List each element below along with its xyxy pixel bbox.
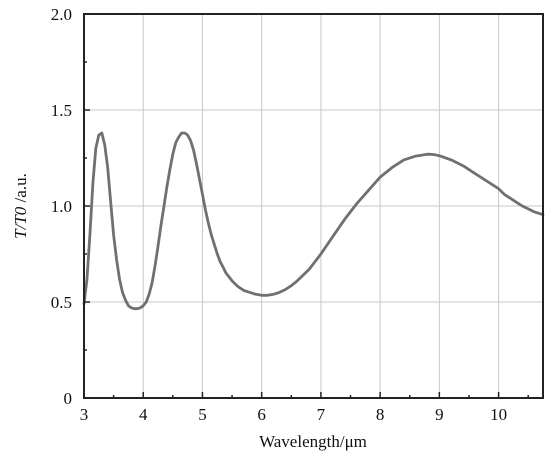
series-line-t-over-t0 (82, 131, 545, 311)
x-tick-label: 7 (317, 405, 326, 424)
y-tick-label: 1.0 (51, 197, 72, 216)
y-axis-title-unit: /a.u. (11, 173, 30, 207)
y-tick-label: 0.5 (51, 293, 72, 312)
x-axis-title: Wavelength/μm (259, 432, 367, 451)
axis-ticks (83, 13, 529, 399)
x-tick-label: 10 (490, 405, 507, 424)
y-axis-tick-labels: 0 0.5 1.0 1.5 2.0 (51, 5, 72, 408)
grid-lines (84, 14, 543, 398)
y-tick-label: 2.0 (51, 5, 72, 24)
x-tick-label: 4 (139, 405, 148, 424)
y-axis-title-quantity: T/T0 (11, 206, 30, 239)
x-tick-label: 9 (435, 405, 444, 424)
x-tick-label: 5 (198, 405, 207, 424)
y-axis-title: T/T0 /a.u. (11, 173, 30, 239)
y-tick-label: 1.5 (51, 101, 72, 120)
x-tick-label: 6 (257, 405, 266, 424)
x-tick-label: 3 (80, 405, 89, 424)
y-tick-label: 0 (64, 389, 73, 408)
x-tick-label: 8 (376, 405, 385, 424)
x-axis-tick-labels: 3 4 5 6 7 8 9 10 (80, 405, 507, 424)
